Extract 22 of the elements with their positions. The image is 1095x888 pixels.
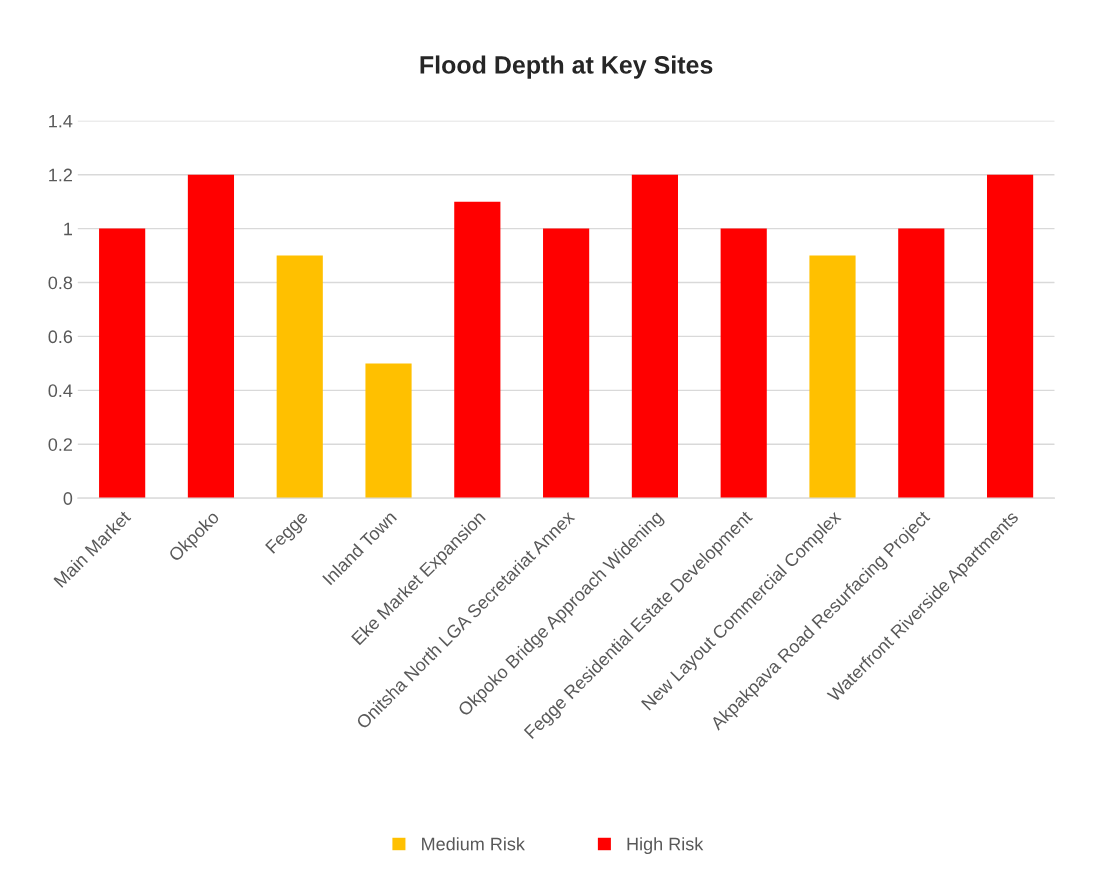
bar: [365, 363, 412, 499]
bar: [276, 255, 323, 499]
chart-title: Flood Depth at Key Sites: [420, 55, 713, 79]
y-tick-label: 0.4: [48, 384, 73, 398]
y-tick-label: 0: [63, 492, 73, 505]
bar: [987, 174, 1034, 499]
bar: [187, 174, 235, 499]
y-tick-label: 1.4: [49, 114, 73, 128]
bar: [720, 228, 767, 499]
y-tick-label: 1.2: [49, 168, 72, 182]
y-tick-label: 0.6: [48, 330, 73, 344]
y-tick-label: 0.8: [48, 276, 73, 290]
bar: [809, 255, 856, 499]
y-tick-label: 0.2: [48, 438, 72, 451]
y-tick-label: 1: [64, 222, 72, 236]
bar: [543, 228, 590, 499]
bar: [99, 228, 146, 499]
legend-label: High Risk: [627, 837, 704, 854]
bar: [454, 201, 501, 499]
bar: [631, 174, 678, 499]
bar: [898, 228, 945, 499]
legend-label: Medium Risk: [422, 837, 525, 851]
